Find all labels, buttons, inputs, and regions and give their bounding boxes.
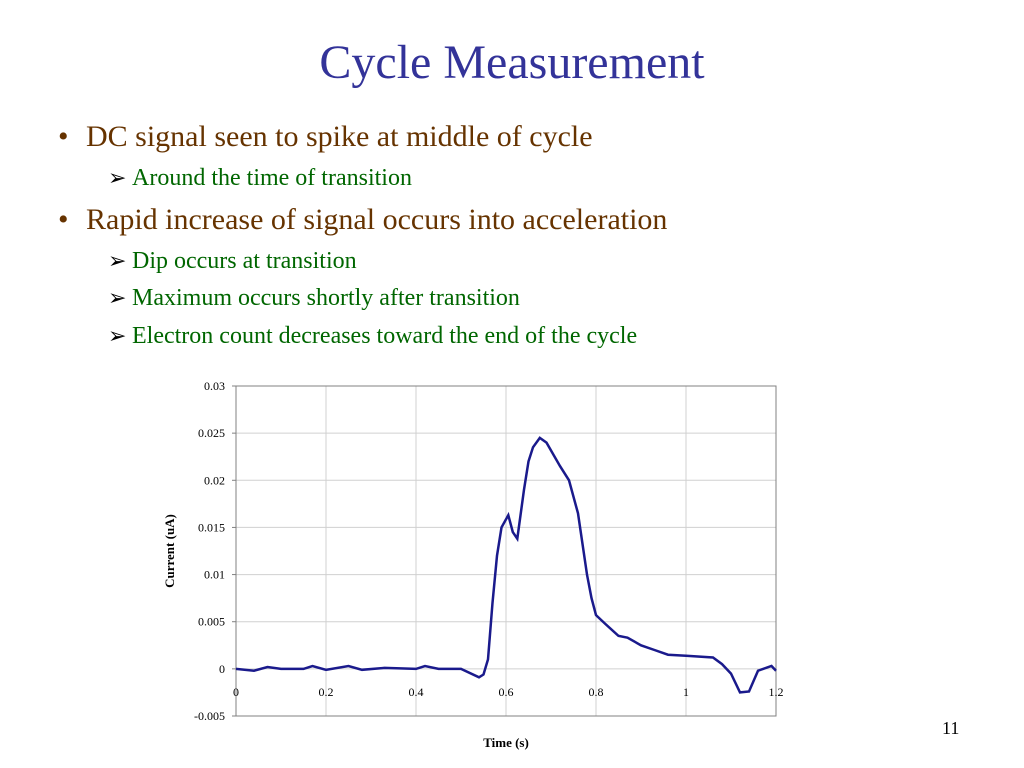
x-tick-label: 0.8 [589, 685, 604, 699]
sub-bullet-text: Electron count decreases toward the end … [132, 323, 638, 349]
y-tick-label: 0.01 [204, 568, 225, 582]
y-tick-label: 0.005 [198, 615, 225, 629]
y-tick-label: -0.005 [194, 709, 225, 723]
arrow-bullet-icon: ➢ [108, 323, 127, 348]
sub-bullet-text: Dip occurs at transition [132, 248, 357, 274]
y-tick-label: 0.03 [204, 379, 225, 393]
x-tick-label: 0.4 [409, 685, 424, 699]
sub-bullet: ➢ Dip occurs at transition [108, 248, 357, 275]
y-tick-label: 0.02 [204, 473, 225, 487]
x-axis-label: Time (s) [483, 735, 529, 750]
x-tick-label: 1.2 [769, 685, 784, 699]
sub-bullet: ➢ Maximum occurs shortly after transition [108, 285, 520, 312]
y-tick-label: 0 [219, 662, 225, 676]
plot-area-border [235, 385, 777, 717]
bullet-1: • DC signal seen to spike at middle of cy… [58, 120, 593, 154]
sub-bullet: ➢ Electron count decreases toward the end… [108, 323, 637, 350]
bullet-glyph: • [58, 120, 69, 153]
arrow-bullet-icon: ➢ [108, 285, 127, 310]
sub-bullet-text: Maximum occurs shortly after transition [132, 285, 520, 311]
x-tick-label: 0.6 [499, 685, 514, 699]
bullet-2: • Rapid increase of signal occurs into ac… [58, 203, 667, 237]
bullet-text: DC signal seen to spike at middle of cyc… [86, 120, 593, 153]
x-tick-label: 1 [683, 685, 689, 699]
x-tick-label: 0 [233, 685, 239, 699]
x-tick-label: 0.2 [319, 685, 334, 699]
bullet-glyph: • [58, 203, 69, 236]
slide-number: 11 [942, 718, 960, 738]
y-tick-label: 0.015 [198, 520, 225, 534]
y-axis-label: Current (uA) [162, 514, 177, 588]
arrow-bullet-icon: ➢ [108, 165, 127, 190]
arrow-bullet-icon: ➢ [108, 248, 127, 273]
sub-bullet: ➢ Around the time of transition [108, 165, 412, 192]
slide-title: Cycle Measurement [319, 36, 705, 89]
sub-bullet-text: Around the time of transition [132, 165, 412, 191]
current-series-line [235, 436, 777, 694]
bullet-text: Rapid increase of signal occurs into acc… [86, 203, 668, 236]
y-tick-label: 0.025 [198, 426, 225, 440]
